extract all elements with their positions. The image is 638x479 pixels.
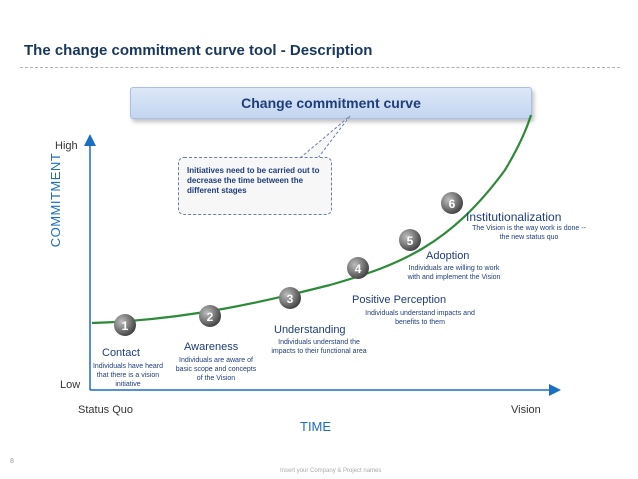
title-divider [20,67,620,68]
y-axis-low: Low [60,379,81,391]
x-axis-start: Status Quo [78,404,134,416]
svg-text:6: 6 [449,197,456,211]
stage-marker-4: 4 [347,257,369,279]
initiatives-callout: Initiatives need to be carried out to de… [178,157,332,215]
x-axis-end: Vision [511,404,541,416]
stage-6-description: The Vision is the way work is done -- th… [472,225,586,241]
svg-text:1: 1 [122,319,129,333]
stage-2-name: Awareness [184,341,239,353]
stage-marker-5: 5 [399,229,421,251]
stage-marker-1: 1 [114,314,136,336]
svg-text:2: 2 [207,310,214,324]
stage-marker-6: 6 [441,192,463,214]
svg-text:5: 5 [407,234,414,248]
y-axis-high: High [55,140,78,152]
stage-4-name: Positive Perception [352,294,447,306]
stage-1-description: Individuals have heard that there is a v… [92,363,164,388]
stage-6-name: Institutionalization [466,210,562,224]
stage-3-description: Individuals understand the impacts to th… [271,339,367,355]
stage-5-name: Adoption [426,250,470,262]
footer-text: Insert your Company & Project names [280,468,382,474]
stage-1-name: Contact [102,347,140,359]
stage-marker-2: 2 [199,305,221,327]
stage-2-description: Individuals are aware of basic scope and… [175,357,257,382]
stage-3-name: Understanding [274,324,346,336]
curve-banner: Change commitment curve [130,87,532,119]
svg-text:3: 3 [287,292,294,306]
x-axis-title: TIME [300,419,332,434]
callout-pointer [299,115,351,159]
page-title: The change commitment curve tool - Descr… [24,42,373,59]
svg-text:4: 4 [355,262,362,276]
stage-4-description: Individuals understand impacts and benef… [365,310,475,326]
stage-5-description: Individuals are willing to work with and… [407,265,501,281]
page-number: 8 [10,458,14,465]
y-axis-title: COMMITMENT [48,152,63,248]
stage-marker-3: 3 [279,287,301,309]
